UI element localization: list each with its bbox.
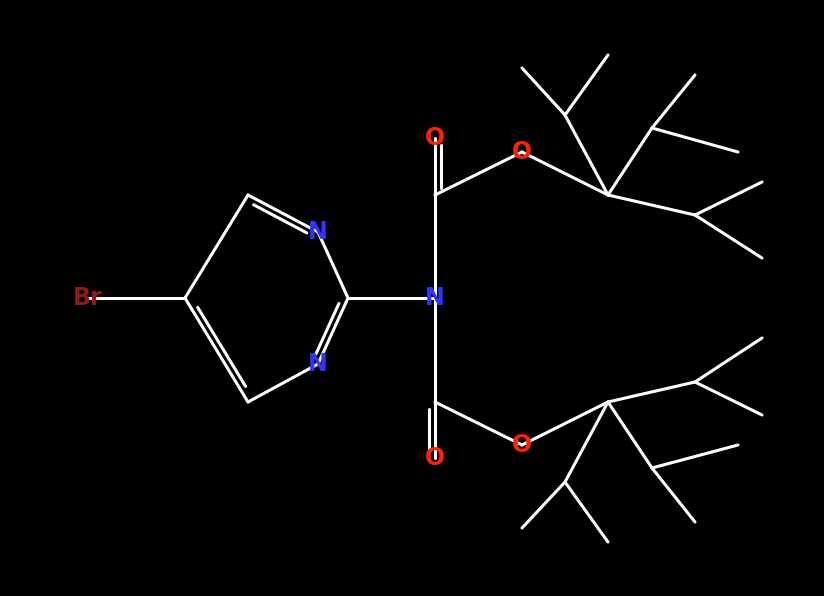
Text: Br: Br — [73, 286, 103, 310]
Text: O: O — [425, 126, 445, 150]
Text: N: N — [308, 352, 328, 376]
Text: O: O — [512, 433, 532, 457]
Text: N: N — [425, 286, 445, 310]
Text: N: N — [308, 220, 328, 244]
Text: O: O — [512, 140, 532, 164]
Text: O: O — [425, 446, 445, 470]
